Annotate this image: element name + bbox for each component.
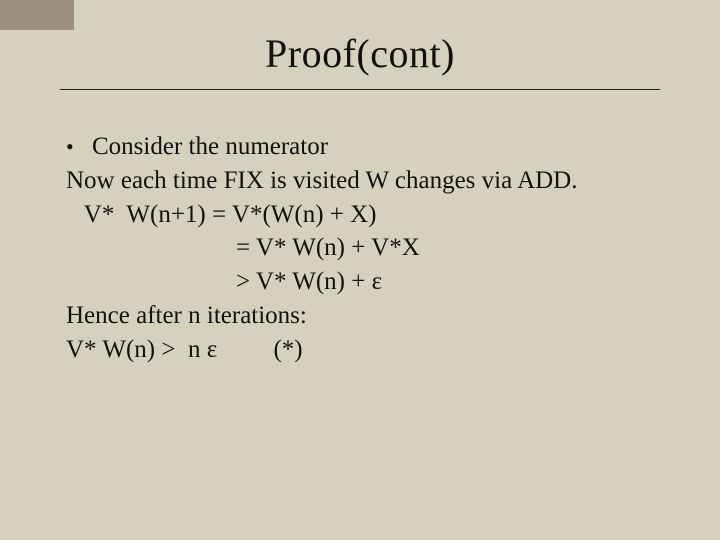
line-6: Hence after n iterations: [66,299,660,333]
line-3: V* W(n+1) = V*(W(n) + X) [66,198,660,232]
corner-tab [0,0,74,30]
body-text: • Consider the numerator Now each time F… [66,130,660,366]
line-5: > V* W(n) + ε [66,265,660,299]
bullet-line-1: • Consider the numerator [66,130,660,164]
line-4: = V* W(n) + V*X [66,231,660,265]
slide-title: Proof(cont) [60,30,660,77]
title-underline [60,89,660,90]
slide: Proof(cont) • Consider the numerator Now… [0,0,720,540]
line-2: Now each time FIX is visited W changes v… [66,164,660,198]
title-block: Proof(cont) [60,30,660,90]
line-1: Consider the numerator [92,130,328,164]
line-7: V* W(n) > n ε (*) [66,333,660,367]
bullet-icon: • [66,132,92,162]
